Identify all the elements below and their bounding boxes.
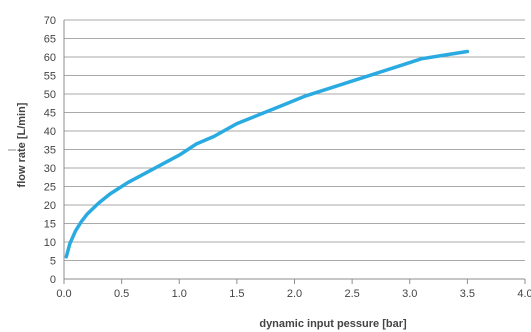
- y-tick-label: 25: [44, 182, 56, 194]
- x-tick-label: 3.0: [402, 288, 417, 300]
- y-tick-label: 40: [44, 126, 56, 138]
- grid-lines: [64, 19, 525, 261]
- x-tick-label: 1.0: [172, 288, 187, 300]
- x-tick-label: 2.5: [344, 288, 359, 300]
- x-tick-label: 0.0: [56, 288, 71, 300]
- y-tick-label: 55: [44, 71, 56, 83]
- y-tick-label: 0: [50, 274, 56, 286]
- y-tick-label: 15: [44, 219, 56, 231]
- y-axis-title: flow rate [L/min]: [16, 102, 28, 187]
- x-axis-title: dynamic input pessure [bar]: [259, 318, 407, 330]
- y-tick-label: 60: [44, 52, 56, 64]
- x-tick-label: 4.0: [517, 288, 531, 300]
- y-tick-label: 20: [44, 200, 56, 212]
- series-line-0: [64, 49, 470, 259]
- y-tick-label: 50: [44, 89, 56, 101]
- y-tick-label: 10: [44, 237, 56, 249]
- y-tick-label: 70: [44, 15, 56, 27]
- y-tick-label: 65: [44, 34, 56, 46]
- x-tick-label: 0.5: [114, 288, 129, 300]
- x-tick-label: 2.0: [287, 288, 302, 300]
- data-series: [64, 49, 470, 259]
- tick-labels: 0 5 10 15 20 25 30 35 40 45 50 55 60 65 70 0.0 0.5 1.0 1.5…: [44, 15, 531, 300]
- y-tick-label: 30: [44, 163, 56, 175]
- x-tick-label: 1.5: [229, 288, 244, 300]
- x-tick-label: 3.5: [460, 288, 475, 300]
- y-tick-label: 45: [44, 108, 56, 120]
- y-tick-label: 35: [44, 145, 56, 157]
- y-tick-label: 5: [50, 256, 56, 268]
- axes: [8, 20, 526, 284]
